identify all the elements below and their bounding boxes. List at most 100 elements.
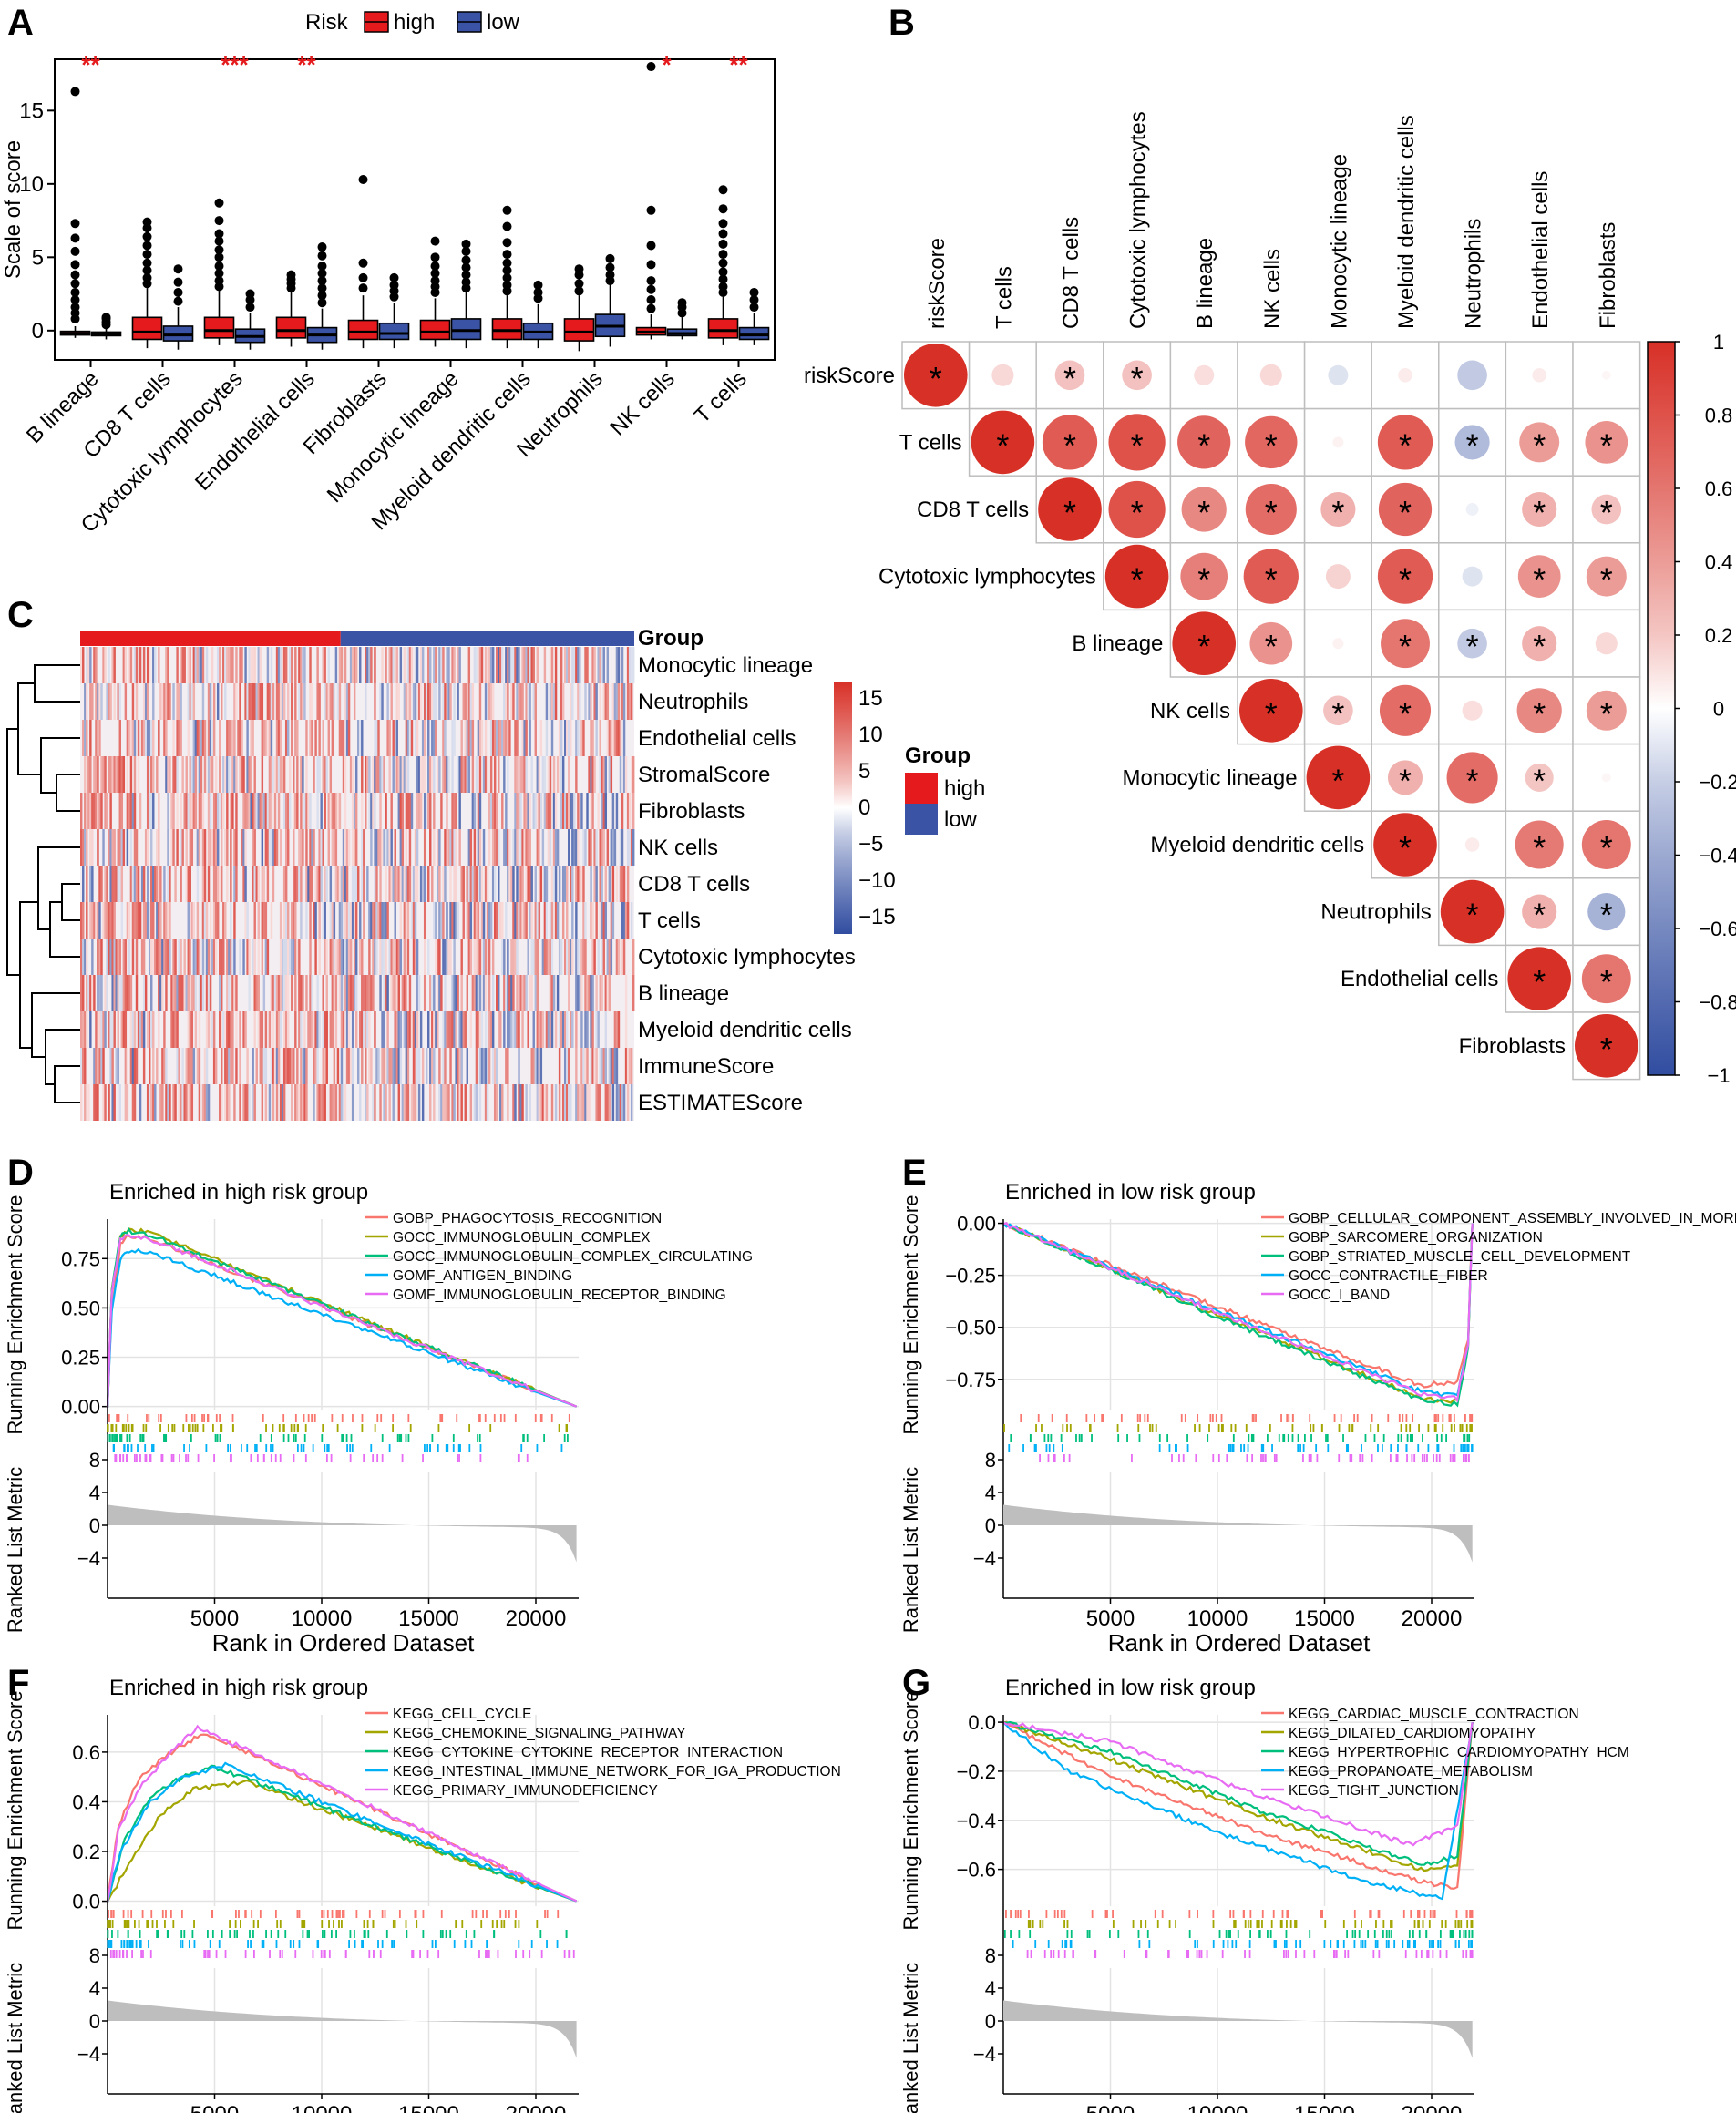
outlier-point xyxy=(461,262,471,272)
heatmap-cell xyxy=(397,1011,401,1048)
heatmap-cell xyxy=(246,793,249,829)
heatmap-cell xyxy=(582,866,585,902)
heatmap-cell xyxy=(294,647,297,683)
heatmap-cell xyxy=(493,1084,497,1121)
heatmap-cell xyxy=(622,683,626,720)
heatmap-cell xyxy=(286,1048,290,1084)
corr-circle xyxy=(1239,679,1303,743)
outlier-point xyxy=(214,261,224,271)
heatmap-cell xyxy=(170,1011,173,1048)
heatmap-cell xyxy=(414,866,417,902)
heatmap-cell xyxy=(221,939,223,975)
heatmap-cell xyxy=(214,756,218,793)
outlier-point xyxy=(646,284,656,294)
heatmap-cell xyxy=(244,902,247,939)
heatmap-cell xyxy=(201,647,205,683)
heatmap-cell xyxy=(408,720,412,756)
heatmap-cell xyxy=(554,793,558,829)
heatmap-cell xyxy=(538,902,541,939)
outlier-point xyxy=(358,175,368,184)
heatmap-cell xyxy=(255,1048,258,1084)
corr-circle xyxy=(1243,549,1299,604)
heatmap-cell xyxy=(417,793,421,829)
outlier-point xyxy=(142,231,152,241)
outlier-point xyxy=(173,264,183,274)
heatmap-cell xyxy=(608,720,611,756)
heatmap-cell xyxy=(469,829,473,866)
heatmap-cell xyxy=(93,1084,96,1121)
heatmap-cell xyxy=(405,1048,408,1084)
heatmap-cell xyxy=(284,829,288,866)
heatmap-cell xyxy=(345,720,349,756)
heatmap-cell xyxy=(286,829,290,866)
heatmap-cell xyxy=(480,647,484,683)
heatmap-cell xyxy=(226,647,229,683)
heatmap-cell xyxy=(560,939,563,975)
heatmap-cell xyxy=(403,1011,406,1048)
x-tick-label: 20000 xyxy=(506,1606,567,1631)
heatmap-cell xyxy=(437,939,439,975)
heatmap-cell xyxy=(374,720,376,756)
heatmap-cell xyxy=(478,1011,482,1048)
heatmap-cell xyxy=(451,829,454,866)
heatmap-cell xyxy=(133,866,137,902)
heatmap-cell xyxy=(507,975,509,1011)
heatmap-cell xyxy=(148,1048,151,1084)
heatmap-cell xyxy=(438,1084,441,1121)
heatmap-cell xyxy=(117,1048,119,1084)
heatmap-cell xyxy=(414,683,417,720)
legend-label: KEGG_CHEMOKINE_SIGNALING_PATHWAY xyxy=(393,1726,686,1741)
heatmap-cell xyxy=(419,683,423,720)
heatmap-cell xyxy=(586,1011,589,1048)
heatmap-cell xyxy=(150,939,153,975)
heatmap-cell xyxy=(320,1084,323,1121)
heatmap-cell xyxy=(478,939,482,975)
heatmap-cell xyxy=(311,829,313,866)
outlier-point xyxy=(502,280,512,290)
heatmap-cell xyxy=(324,902,326,939)
heatmap-cell xyxy=(608,756,611,793)
heatmap-cell xyxy=(615,939,619,975)
corr-circle xyxy=(991,364,1014,386)
heatmap-cell xyxy=(457,902,459,939)
heatmap-cell xyxy=(498,1011,500,1048)
heatmap-cell xyxy=(246,683,249,720)
heatmap-cell xyxy=(525,756,528,793)
heatmap-cell xyxy=(228,1011,231,1048)
heatmap-cell xyxy=(307,866,310,902)
heatmap-cell xyxy=(505,975,508,1011)
heatmap-cell xyxy=(262,793,266,829)
heatmap-cell xyxy=(467,866,471,902)
heatmap-cell xyxy=(416,829,419,866)
heatmap-cell xyxy=(359,720,362,756)
heatmap-cell xyxy=(590,683,592,720)
corr-sig-mark: * xyxy=(1533,963,1546,1000)
heatmap-cell xyxy=(84,1048,87,1084)
heatmap-cell xyxy=(257,902,260,939)
heatmap-cell xyxy=(444,866,447,902)
heatmap-cell xyxy=(394,647,396,683)
heatmap-cell xyxy=(242,756,245,793)
heatmap-cell xyxy=(630,829,633,866)
heatmap-cell xyxy=(161,1084,164,1121)
x-tick-label: 20000 xyxy=(1402,1606,1463,1631)
es-curve-2 xyxy=(107,1779,577,1903)
heatmap-cell xyxy=(518,1084,520,1121)
heatmap-cell xyxy=(333,793,336,829)
heatmap-cell xyxy=(588,829,591,866)
heatmap-cell xyxy=(622,902,626,939)
heatmap-cell xyxy=(610,756,613,793)
heatmap-cell xyxy=(117,975,119,1011)
heatmap-cell xyxy=(491,939,495,975)
heatmap-cell xyxy=(126,1048,129,1084)
heatmap-cell xyxy=(322,647,324,683)
heatmap-cell xyxy=(334,647,338,683)
heatmap-cell xyxy=(190,683,194,720)
heatmap-cell xyxy=(224,1048,227,1084)
heatmap-cell xyxy=(120,829,124,866)
heatmap-cell xyxy=(214,829,218,866)
heatmap-cell xyxy=(457,756,459,793)
heatmap-row-label: Endothelial cells xyxy=(638,726,796,751)
corr-circle xyxy=(1517,555,1561,598)
heatmap-cell xyxy=(573,793,576,829)
